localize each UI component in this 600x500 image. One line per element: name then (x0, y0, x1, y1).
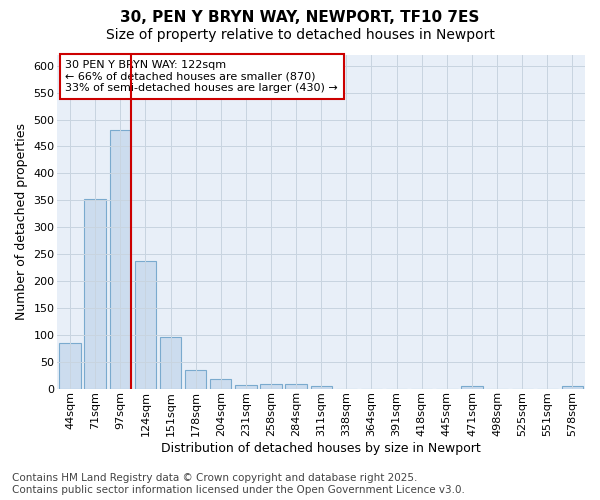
Bar (260, 384, 281, 388)
Bar (85, 199, 106, 388)
Bar (461, 386, 482, 388)
Text: Contains HM Land Registry data © Crown copyright and database right 2025.
Contai: Contains HM Land Registry data © Crown c… (12, 474, 465, 495)
Bar (185, 370, 206, 388)
Bar (59, 343, 80, 388)
Text: 30 PEN Y BRYN WAY: 122sqm
← 66% of detached houses are smaller (870)
33% of semi: 30 PEN Y BRYN WAY: 122sqm ← 66% of detac… (65, 60, 338, 93)
Bar (235, 385, 257, 388)
X-axis label: Distribution of detached houses by size in Newport: Distribution of detached houses by size … (161, 442, 481, 455)
Bar (160, 337, 181, 388)
Bar (286, 384, 307, 388)
Bar (311, 386, 332, 388)
Text: Size of property relative to detached houses in Newport: Size of property relative to detached ho… (106, 28, 494, 42)
Y-axis label: Number of detached properties: Number of detached properties (15, 124, 28, 320)
Bar (110, 130, 131, 388)
Text: 30, PEN Y BRYN WAY, NEWPORT, TF10 7ES: 30, PEN Y BRYN WAY, NEWPORT, TF10 7ES (121, 10, 479, 25)
Bar (562, 386, 583, 388)
Bar (210, 380, 232, 388)
Bar (135, 261, 156, 388)
